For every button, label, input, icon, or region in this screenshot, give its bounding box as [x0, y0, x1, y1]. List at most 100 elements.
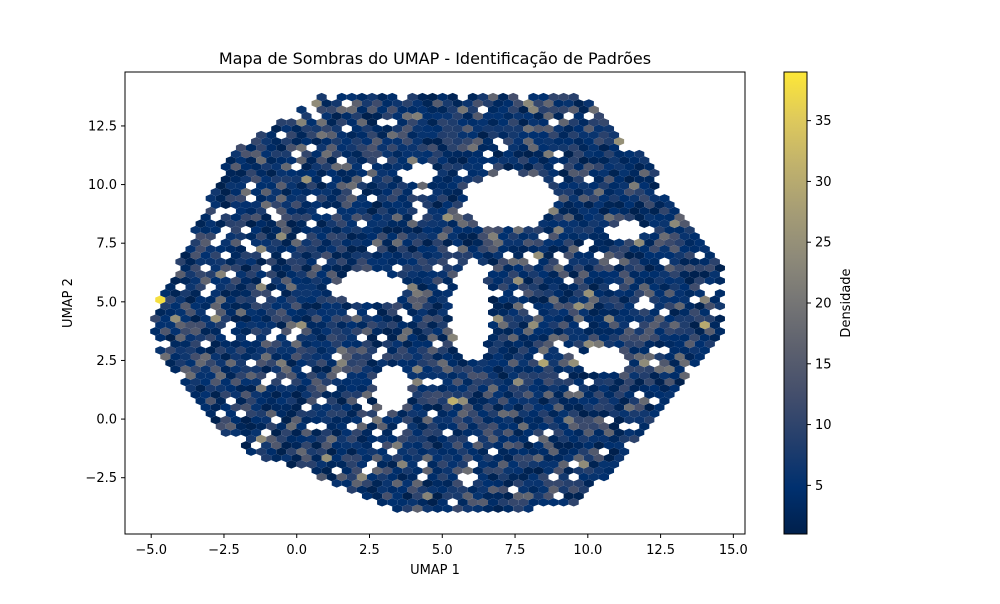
hexbin-cell: [372, 213, 383, 222]
hexbin-cell: [442, 111, 453, 121]
hexbin-cell: [508, 232, 519, 241]
hexbin-cell: [346, 447, 357, 456]
hexbin-cell: [311, 352, 322, 361]
hexbin-cell: [714, 314, 725, 323]
hexbin-cell: [518, 244, 529, 254]
hexbin-cell: [482, 428, 494, 437]
hexbin-cell: [331, 200, 342, 209]
hexbin-cell: [311, 327, 322, 336]
hexbin-cell: [503, 276, 514, 285]
hexbin-cell: [296, 143, 307, 152]
hexbin-cell: [437, 244, 448, 254]
hexbin-cell: [553, 200, 564, 209]
hexbin-cell: [220, 187, 231, 197]
hexbin-cell: [382, 225, 393, 235]
hexbin-cell: [513, 137, 524, 146]
hexbin-cell: [669, 282, 680, 292]
hexbin-cell: [311, 428, 322, 437]
hexbin-cell: [382, 301, 393, 311]
hexbin-cell: [397, 434, 408, 444]
hexbin-cell: [311, 466, 322, 475]
hexbin-cell: [644, 200, 655, 209]
hexbin-cell: [392, 99, 403, 108]
hexbin-cell: [583, 314, 594, 323]
hexbin-cell: [684, 263, 695, 273]
hexbin-cell: [624, 289, 635, 298]
hexbin-cell: [412, 251, 423, 260]
hexbin-cell: [482, 491, 494, 501]
hexbin-cell: [598, 282, 609, 292]
hexbin-cell: [684, 327, 695, 336]
hexbin-cell: [629, 384, 640, 393]
hexbin-cell: [291, 339, 302, 349]
hexbin-cell: [256, 257, 267, 266]
hexbin-cell: [462, 415, 473, 425]
hexbin-cell: [533, 251, 544, 260]
hexbin-cell: [230, 339, 241, 349]
hexbin-cell: [452, 415, 463, 425]
hexbin-cell: [326, 346, 337, 355]
hexbin-cell: [165, 333, 176, 342]
hexbin-cell: [311, 301, 322, 311]
hexbin-cell: [296, 308, 307, 317]
hexbin-cell: [684, 339, 695, 349]
hexbin-cell: [316, 105, 327, 114]
hexbin-cell: [180, 314, 191, 323]
hexbin-cell: [588, 181, 599, 190]
hexbin-cell: [593, 327, 604, 336]
hexbin-cell: [397, 409, 408, 418]
hexbin-cell: [603, 289, 615, 298]
hexbin-cell: [619, 181, 630, 190]
hexbin-cell: [543, 251, 554, 260]
hexbin-cell: [367, 396, 378, 406]
hexbin-cell: [341, 415, 352, 425]
hexbin-cell: [215, 282, 226, 292]
hexbin-cell: [614, 137, 625, 146]
hexbin-cell: [503, 225, 514, 235]
hexbin-cell: [160, 289, 171, 298]
hexbin-cell: [679, 320, 690, 330]
hexbin-cell: [649, 219, 660, 228]
hexbin-cell: [614, 251, 625, 260]
hexbin-cell: [583, 479, 594, 488]
hexbin-cell: [679, 257, 690, 266]
hexbin-cell: [427, 447, 438, 456]
hexbin-cell: [442, 124, 453, 133]
hexbin-cell: [588, 282, 599, 292]
hexbin-cell: [533, 314, 544, 323]
hexbin-cell: [316, 181, 327, 190]
hexbin-cell: [377, 434, 388, 444]
hexbin-cell: [261, 314, 272, 323]
hexbin-cell: [296, 384, 307, 393]
hexbin-cell: [528, 498, 539, 507]
hexbin-cell: [326, 422, 337, 431]
hexbin-cell: [382, 137, 393, 146]
hexbin-cell: [568, 498, 579, 507]
hexbin-cell: [518, 472, 529, 482]
hexbin-cell: [306, 206, 317, 216]
hexbin-cell: [336, 409, 347, 418]
hexbin-cell: [200, 327, 211, 336]
hexbin-cell: [306, 130, 317, 140]
hexbin-cell: [296, 282, 307, 292]
hexbin-cell: [609, 181, 620, 190]
hexbin-cell: [326, 320, 337, 330]
hexbin-cell: [659, 295, 670, 304]
hexbin-cell: [185, 295, 196, 304]
hexbin-cell: [588, 270, 599, 279]
hexbin-cell: [246, 371, 257, 380]
hexbin-cell: [679, 270, 690, 279]
hexbin-cell: [422, 99, 433, 108]
hexbin-cell: [417, 447, 428, 456]
hexbin-cell: [578, 118, 589, 127]
hexbin-cell: [281, 339, 292, 349]
hexbin-cell: [578, 156, 589, 165]
hexbin-cell: [361, 327, 373, 336]
hexbin-cell: [392, 111, 403, 121]
hexbin-cell: [377, 308, 388, 317]
hexbin-cell: [417, 92, 428, 102]
hexbin-cell: [361, 200, 373, 209]
hexbin-cell: [498, 295, 509, 304]
hexbin-cell: [185, 257, 196, 266]
hexbin-cell: [230, 263, 241, 273]
